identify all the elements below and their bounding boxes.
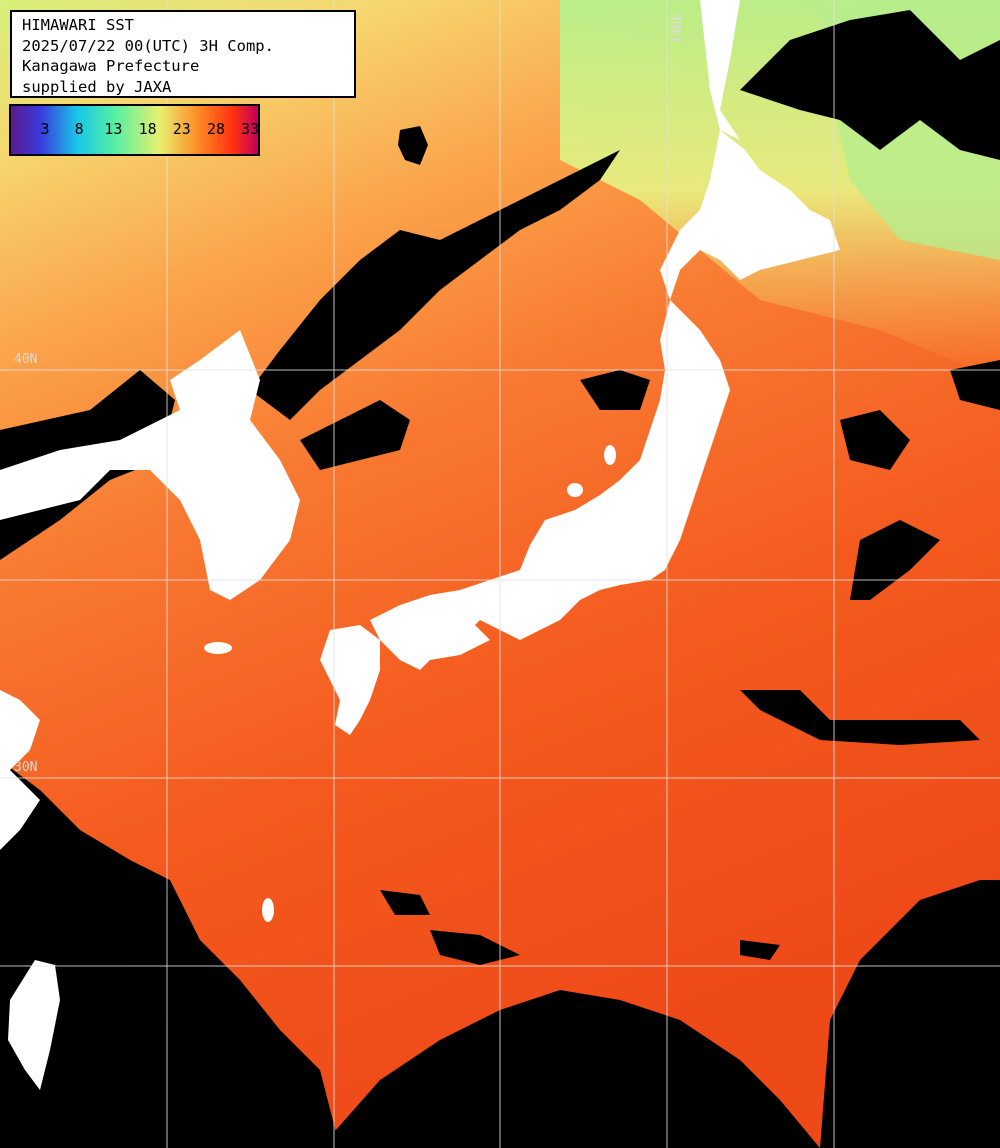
colorbar-tick-33: 33: [241, 120, 260, 138]
colorbar-tick-13: 13: [104, 120, 123, 138]
colorbar-gradient: [11, 106, 258, 154]
colorbar-labels: 3 8 13 18 23 28 33: [11, 106, 260, 154]
cloud-mask: [0, 10, 1000, 1148]
land-china-coast: [0, 690, 40, 850]
land-taiwan: [8, 960, 60, 1090]
product-title: HIMAWARI SST: [22, 16, 134, 34]
colorbar-tick-23: 23: [172, 120, 191, 138]
land-asia-korea: [0, 330, 300, 600]
land: [0, 0, 840, 1090]
timestamp: 2025/07/22 00(UTC) 3H Comp.: [22, 36, 274, 55]
island-dark: [398, 126, 428, 165]
grid-label-140e: 140E: [670, 12, 685, 44]
land-kyushu: [320, 625, 380, 735]
temperature-colorbar: 3 8 13 18 23 28 33: [9, 104, 260, 156]
data-credit: supplied by JAXA: [22, 77, 172, 96]
colorbar-tick-8: 8: [74, 120, 84, 138]
land-hokkaido: [700, 0, 740, 140]
colorbar-tick-3: 3: [40, 120, 50, 138]
colorbar-tick-18: 18: [138, 120, 157, 138]
grid-label-40n: 40N: [14, 352, 38, 367]
colorbar-tick-28: 28: [206, 120, 226, 138]
land-honshu: [370, 130, 840, 670]
land-shikoku: [410, 615, 490, 660]
grid-label-30n: 30N: [14, 760, 38, 775]
region-name: Kanagawa Prefecture: [22, 57, 200, 75]
info-box: HIMAWARI SST 2025/07/22 00(UTC) 3H Comp.…: [10, 10, 356, 98]
